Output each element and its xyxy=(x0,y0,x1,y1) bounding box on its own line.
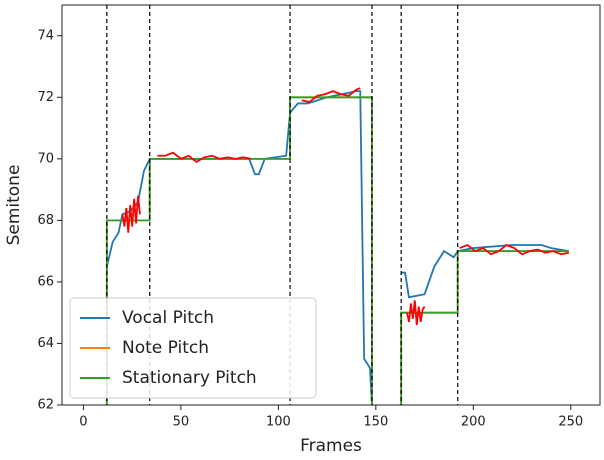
x-tick-label: 50 xyxy=(173,415,190,430)
y-tick-label: 68 xyxy=(37,213,54,228)
y-tick-label: 74 xyxy=(37,28,54,43)
y-tick-label: 62 xyxy=(37,398,54,413)
legend-label: Note Pitch xyxy=(122,338,209,358)
x-tick-label: 150 xyxy=(363,415,388,430)
legend-label: Vocal Pitch xyxy=(122,308,214,328)
series-line xyxy=(121,87,569,326)
y-axis-label: Semitone xyxy=(4,165,24,246)
x-tick-label: 0 xyxy=(79,415,87,430)
y-tick-label: 66 xyxy=(37,274,54,289)
y-tick-label: 70 xyxy=(37,151,54,166)
plot-area xyxy=(105,5,569,405)
legend-box xyxy=(69,297,317,399)
y-tick-label: 72 xyxy=(37,90,54,105)
x-tick-label: 200 xyxy=(461,415,486,430)
legend-label: Stationary Pitch xyxy=(122,368,257,388)
x-tick-label: 100 xyxy=(266,415,291,430)
x-axis-label: Frames xyxy=(300,436,362,456)
series-line xyxy=(105,90,569,405)
y-tick-label: 64 xyxy=(37,336,54,351)
axes-frame xyxy=(61,4,601,406)
x-tick-label: 250 xyxy=(558,415,583,430)
